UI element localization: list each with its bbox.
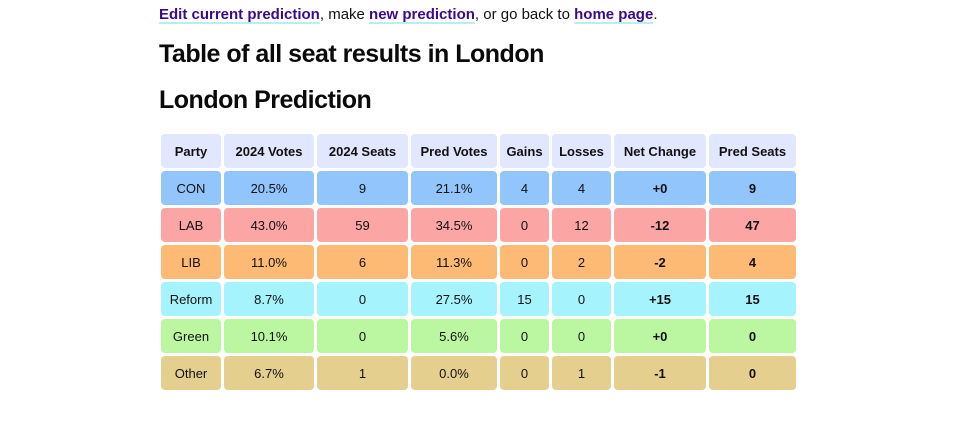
cell-losses: 4 [552,171,611,205]
cell-losses: 0 [552,319,611,353]
cell-party: Green [161,319,221,353]
table-row: Other 6.7% 1 0.0% 0 1 -1 0 [161,356,796,390]
cell-pred-seats: 9 [709,171,796,205]
cell-pred-seats: 4 [709,245,796,279]
seat-results-table: Party 2024 Votes 2024 Seats Pred Votes G… [158,131,799,393]
new-prediction-link[interactable]: new prediction [369,6,475,23]
cell-net-change: +0 [614,319,706,353]
cell-pred-votes: 34.5% [411,208,497,242]
table-row: Reform 8.7% 0 27.5% 15 0 +15 15 [161,282,796,316]
nav-text-1: , make [319,6,370,23]
header-pred-votes: Pred Votes [411,134,497,168]
table-row: LAB 43.0% 59 34.5% 0 12 -12 47 [161,208,796,242]
home-page-link[interactable]: home page [574,6,654,23]
cell-pred-votes: 11.3% [411,245,497,279]
header-party: Party [161,134,221,168]
header-2024-seats: 2024 Seats [317,134,408,168]
cell-losses: 1 [552,356,611,390]
cell-2024-votes: 43.0% [224,208,314,242]
header-pred-seats: Pred Seats [709,134,796,168]
cell-party: Reform [161,282,221,316]
cell-2024-seats: 6 [317,245,408,279]
cell-2024-votes: 10.1% [224,319,314,353]
header-losses: Losses [552,134,611,168]
table-row: Green 10.1% 0 5.6% 0 0 +0 0 [161,319,796,353]
cell-gains: 0 [500,245,549,279]
cell-gains: 0 [500,356,549,390]
page-title: Table of all seat results in London [159,40,544,68]
prediction-heading: London Prediction [159,86,372,114]
cell-2024-seats: 0 [317,319,408,353]
cell-2024-votes: 11.0% [224,245,314,279]
cell-net-change: -12 [614,208,706,242]
cell-pred-seats: 0 [709,356,796,390]
table-row: CON 20.5% 9 21.1% 4 4 +0 9 [161,171,796,205]
nav-text-3: . [653,6,658,23]
cell-2024-votes: 6.7% [224,356,314,390]
cell-net-change: -2 [614,245,706,279]
cell-pred-votes: 21.1% [411,171,497,205]
header-gains: Gains [500,134,549,168]
nav-line: Edit current prediction, make new predic… [159,5,657,25]
cell-2024-seats: 0 [317,282,408,316]
cell-gains: 0 [500,208,549,242]
cell-net-change: +0 [614,171,706,205]
cell-losses: 0 [552,282,611,316]
cell-2024-seats: 9 [317,171,408,205]
cell-2024-seats: 1 [317,356,408,390]
header-net-change: Net Change [614,134,706,168]
cell-party: LAB [161,208,221,242]
cell-pred-seats: 0 [709,319,796,353]
cell-gains: 0 [500,319,549,353]
cell-party: Other [161,356,221,390]
table-row: LIB 11.0% 6 11.3% 0 2 -2 4 [161,245,796,279]
cell-2024-seats: 59 [317,208,408,242]
cell-pred-seats: 15 [709,282,796,316]
nav-text-2: , or go back to [474,6,575,23]
cell-pred-seats: 47 [709,208,796,242]
cell-losses: 12 [552,208,611,242]
cell-net-change: +15 [614,282,706,316]
cell-pred-votes: 27.5% [411,282,497,316]
cell-2024-votes: 20.5% [224,171,314,205]
cell-losses: 2 [552,245,611,279]
cell-net-change: -1 [614,356,706,390]
cell-party: LIB [161,245,221,279]
table-header-row: Party 2024 Votes 2024 Seats Pred Votes G… [161,134,796,168]
edit-prediction-link[interactable]: Edit current prediction [159,6,320,23]
cell-party: CON [161,171,221,205]
cell-pred-votes: 0.0% [411,356,497,390]
cell-gains: 15 [500,282,549,316]
cell-pred-votes: 5.6% [411,319,497,353]
cell-2024-votes: 8.7% [224,282,314,316]
header-2024-votes: 2024 Votes [224,134,314,168]
cell-gains: 4 [500,171,549,205]
